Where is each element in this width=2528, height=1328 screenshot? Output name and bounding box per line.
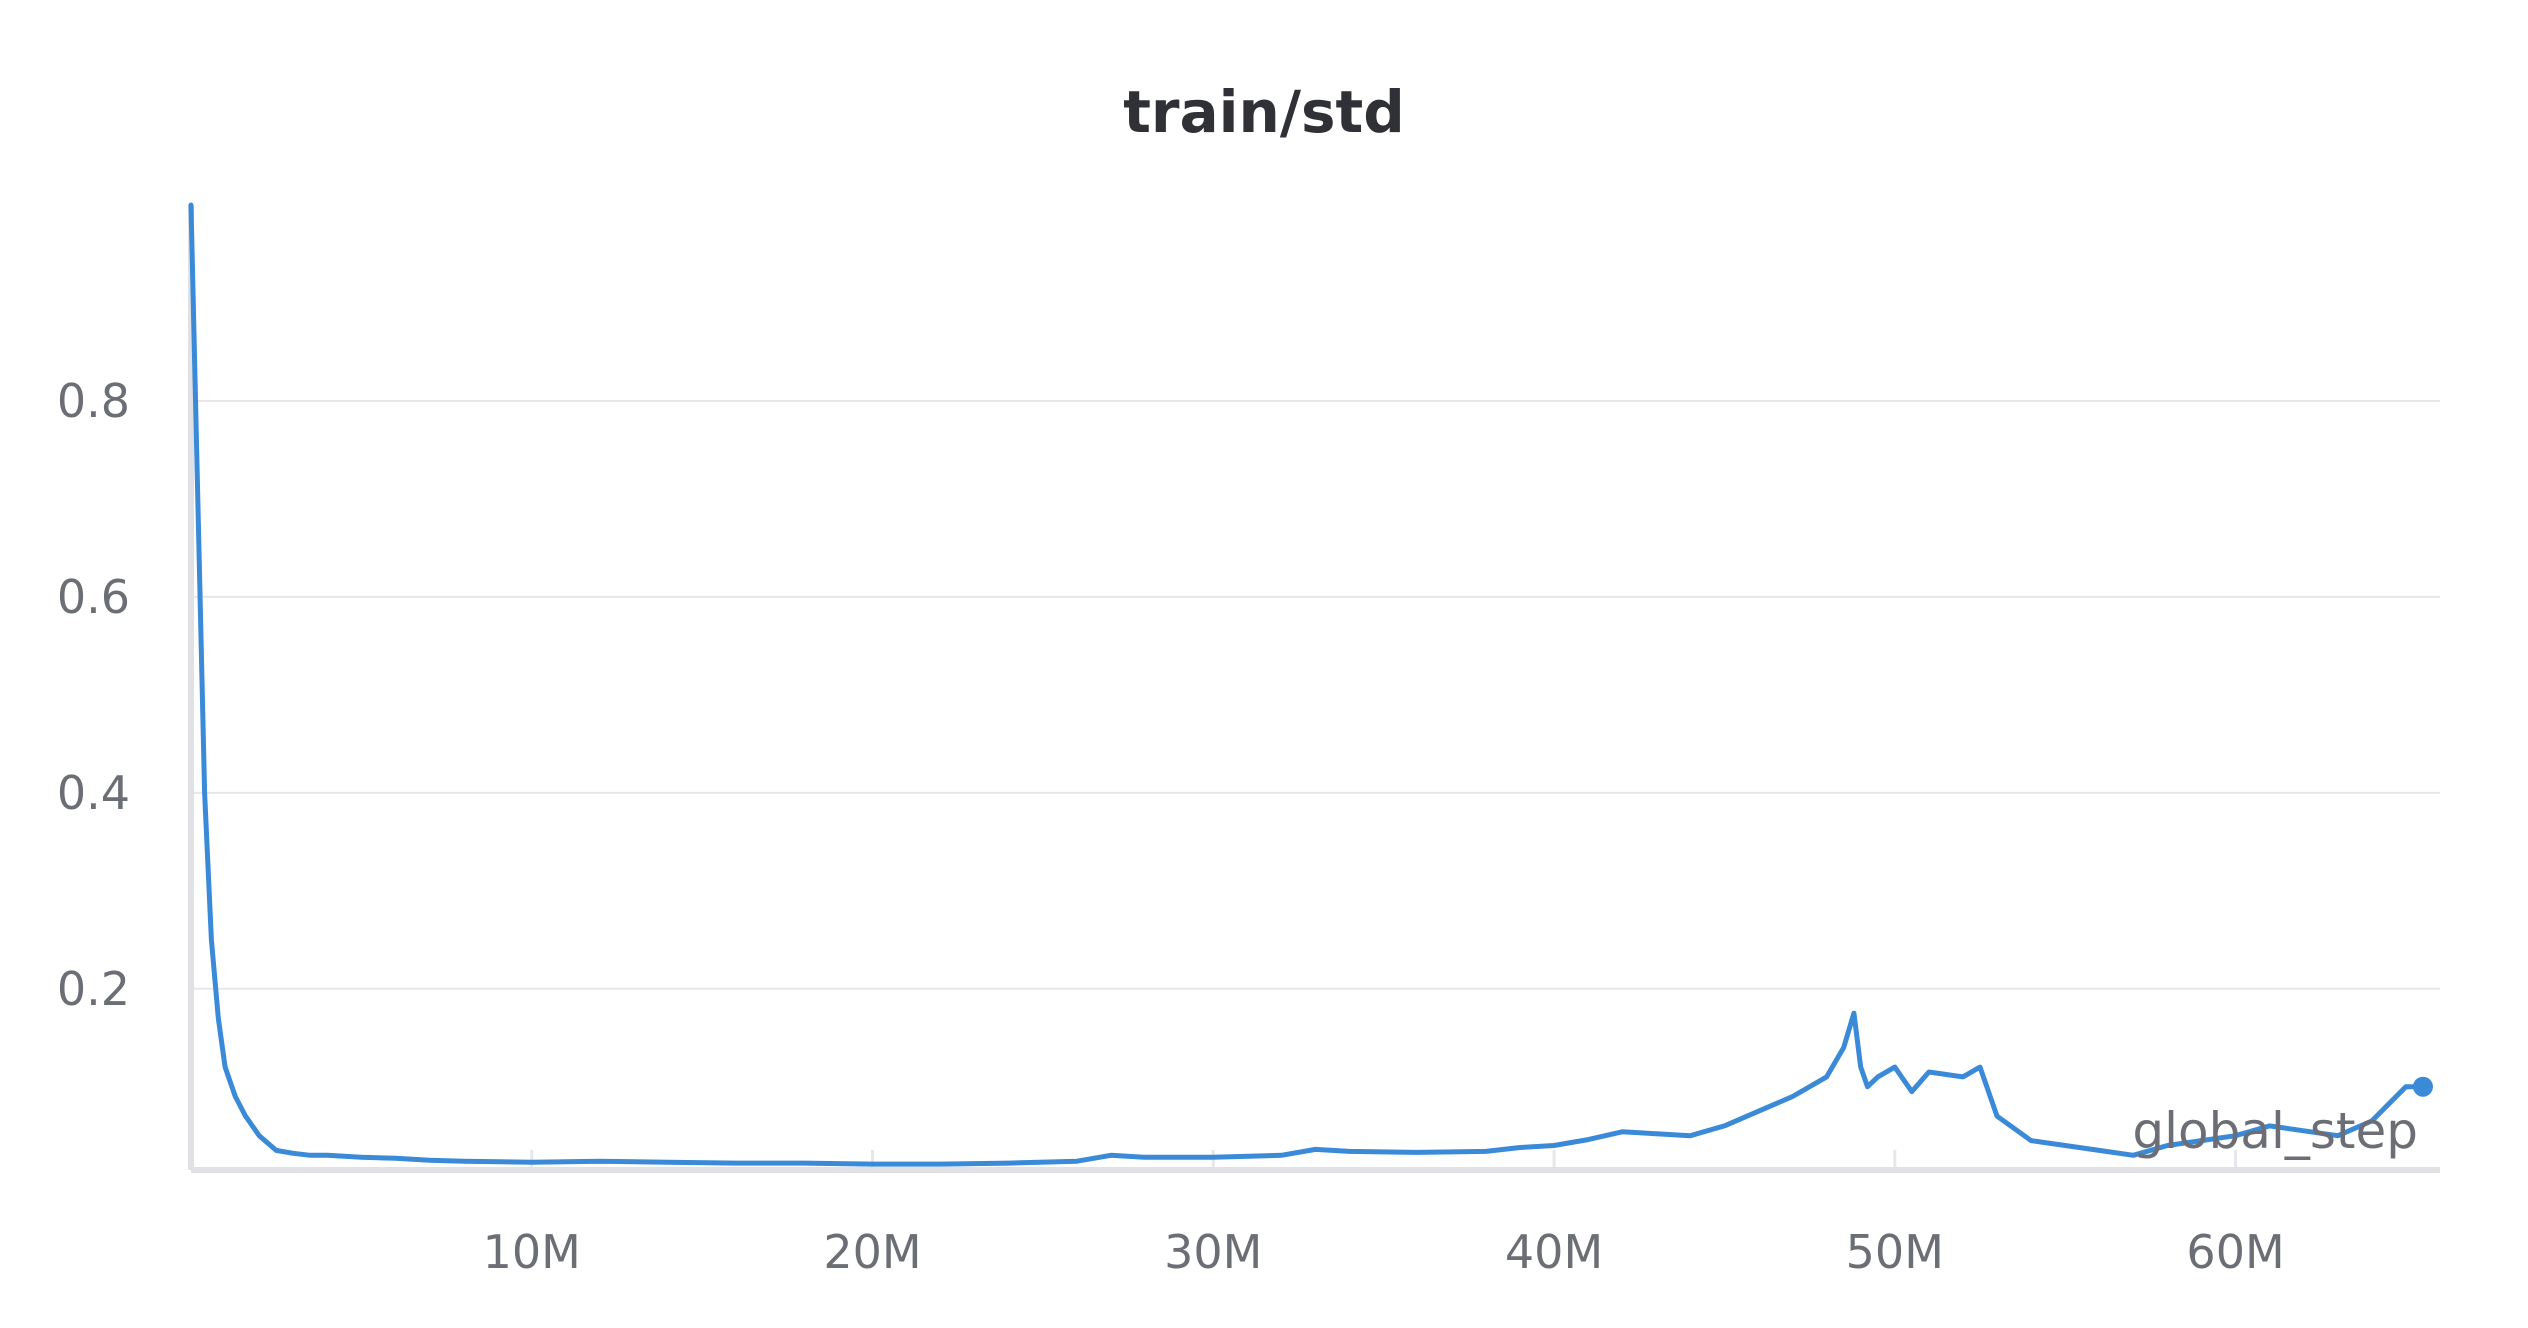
x-tick-label: 10M — [483, 1225, 581, 1279]
series-line — [188, 202, 2426, 1167]
x-axis-title: global_step — [2132, 1102, 2418, 1160]
x-tick-label: 50M — [1846, 1225, 1944, 1279]
axes — [188, 205, 2440, 1173]
grid-lines — [191, 399, 2440, 1170]
series-layer — [188, 202, 2433, 1167]
y-tick-label: 0.8 — [57, 374, 130, 428]
y-tick-label: 0.6 — [57, 570, 130, 624]
x-tick-label: 40M — [1505, 1225, 1603, 1279]
y-tick-label: 0.4 — [57, 766, 130, 820]
tick-labels: 0.2 0.4 0.6 0.8 10M 20M 30M 40M 50M 60M — [57, 374, 2285, 1279]
x-tick-label: 30M — [1164, 1225, 1262, 1279]
x-tick-label: 60M — [2186, 1225, 2284, 1279]
series-end-point — [2412, 1076, 2433, 1097]
x-tick-label: 20M — [823, 1225, 921, 1279]
y-tick-label: 0.2 — [57, 962, 130, 1016]
chart-title: train/std — [1123, 78, 1405, 146]
